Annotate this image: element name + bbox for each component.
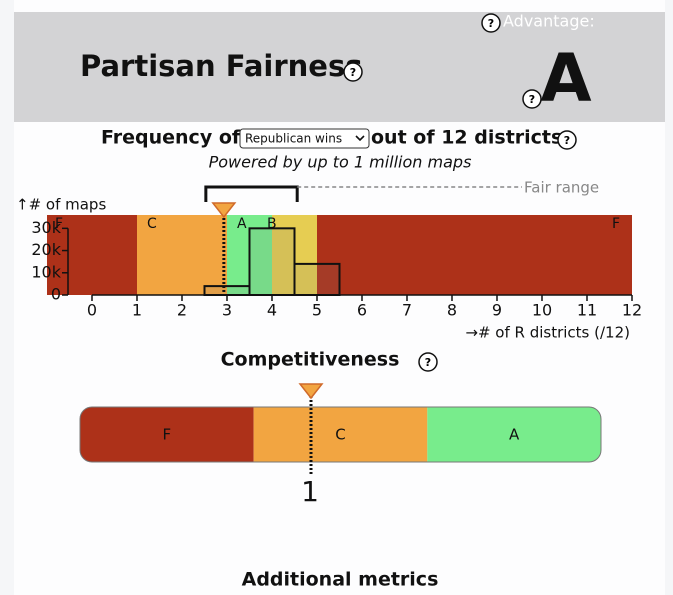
x-tick-label: 11 xyxy=(577,301,597,320)
band-label: F xyxy=(612,216,620,232)
x-tick-label: 6 xyxy=(357,301,367,320)
x-tick-label: 5 xyxy=(312,301,322,320)
help-icon-text[interactable]: ? xyxy=(564,134,570,147)
competitiveness-segment xyxy=(80,407,254,462)
competitiveness-segment xyxy=(253,407,428,462)
help-icon[interactable] xyxy=(481,13,501,33)
select-option[interactable]: Republican wins xyxy=(245,132,342,146)
y-label: ↑# of maps xyxy=(16,196,106,214)
additional-title: Additional metrics xyxy=(242,569,439,591)
frequency-title: Frequency of xyxy=(101,127,241,149)
help-icon[interactable] xyxy=(557,130,577,150)
x-tick-label: 0 xyxy=(87,301,97,320)
x-tick-label: 9 xyxy=(492,301,502,320)
histogram-bar xyxy=(248,227,296,296)
x-label: →# of R districts (/12) xyxy=(465,324,630,342)
competitiveness-segment-label: C xyxy=(335,426,345,444)
x-tick-label: 7 xyxy=(402,301,412,320)
help-icon[interactable] xyxy=(418,352,438,372)
band xyxy=(317,215,632,295)
competitiveness-marker xyxy=(298,383,324,400)
competitiveness-segment-label: F xyxy=(163,426,172,444)
competitiveness-segment xyxy=(427,407,601,462)
y-tick-label: 30k xyxy=(31,218,61,237)
help-icon-text[interactable]: ? xyxy=(488,17,494,30)
band-label: A xyxy=(237,216,247,232)
help-icon-text[interactable]: ? xyxy=(529,93,535,106)
subtitle: Powered by up to 1 million maps xyxy=(209,153,472,172)
y-tick-label: 20k xyxy=(31,240,61,259)
band-label: C xyxy=(147,216,157,232)
grade: A xyxy=(540,40,591,117)
band xyxy=(137,215,227,295)
histogram-bar xyxy=(203,285,251,297)
help-icon-text[interactable]: ? xyxy=(425,356,431,369)
x-tick-label: 1 xyxy=(132,301,142,320)
x-tick-label: 2 xyxy=(177,301,187,320)
chevron xyxy=(355,135,365,142)
marker-triangle xyxy=(211,202,237,219)
competitiveness-outline xyxy=(79,406,602,463)
help-icon[interactable] xyxy=(343,62,363,82)
help-icon-text[interactable]: ? xyxy=(350,66,356,79)
competitiveness-title: Competitiveness xyxy=(221,349,400,371)
fair-range-bracket xyxy=(204,185,299,202)
histogram-bar xyxy=(293,262,341,296)
band-label: F xyxy=(55,216,63,232)
help-icon[interactable] xyxy=(522,89,542,109)
x-tick-label: 3 xyxy=(222,301,232,320)
competitiveness-marker-label: 1 xyxy=(301,475,319,508)
x-tick-label: 10 xyxy=(532,301,552,320)
competitiveness-segment-label: A xyxy=(509,426,520,444)
select[interactable] xyxy=(239,128,370,149)
fair-range-label: Fair range xyxy=(524,179,599,197)
header xyxy=(14,12,665,122)
x-tick-label: 12 xyxy=(622,301,642,320)
y-tick-label: 0 xyxy=(51,285,61,304)
frequency-title-suffix: out of 12 districts xyxy=(371,127,562,149)
y-tick-label: 10k xyxy=(31,262,61,281)
band-label: B xyxy=(267,216,277,232)
advantage-label: Advantage: xyxy=(503,12,595,31)
title: Partisan Fairness xyxy=(80,49,362,83)
x-tick-label: 4 xyxy=(267,301,277,320)
x-tick-label: 8 xyxy=(447,301,457,320)
